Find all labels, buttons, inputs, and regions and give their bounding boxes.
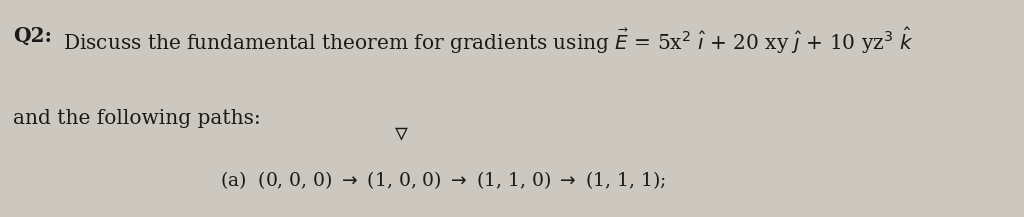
Text: and the following paths:: and the following paths:: [13, 108, 261, 128]
Text: Discuss the fundamental theorem for gradients using $\vec{E}$ = 5x$^2$ $\hat{\im: Discuss the fundamental theorem for grad…: [63, 26, 914, 56]
Text: Q2:: Q2:: [13, 26, 52, 46]
Text: (a)  (0, 0, 0) $\rightarrow$ (1, 0, 0) $\rightarrow$ (1, 1, 0) $\rightarrow$ (1,: (a) (0, 0, 0) $\rightarrow$ (1, 0, 0) $\…: [220, 169, 666, 191]
Text: $\triangledown$: $\triangledown$: [394, 122, 409, 146]
